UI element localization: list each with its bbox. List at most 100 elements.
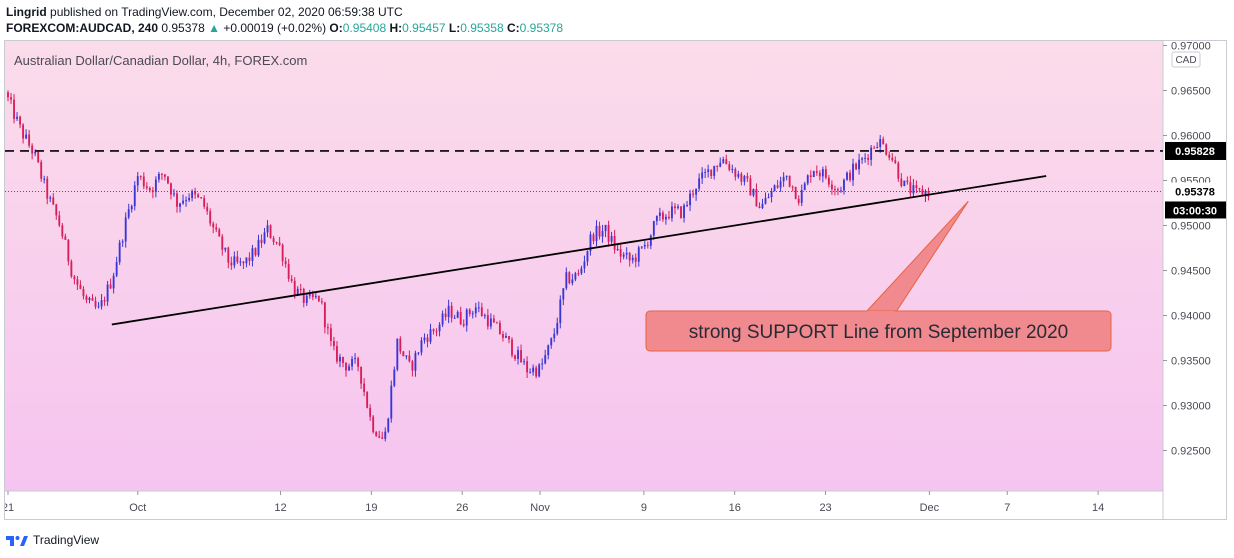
candle-down [577, 273, 580, 275]
candle-up [25, 134, 28, 139]
candle-down [888, 154, 891, 158]
tradingview-logo-icon[interactable] [6, 533, 28, 547]
candle-up [686, 205, 688, 207]
candle-down [320, 301, 323, 303]
candle-down [360, 366, 363, 384]
x-tick-label: 21 [5, 502, 14, 514]
currency-badge [1171, 51, 1201, 68]
candle-down [667, 216, 670, 219]
candle-down [495, 322, 498, 324]
candle-down [372, 416, 375, 433]
candle-up [414, 352, 417, 371]
candle-down [882, 139, 885, 145]
candle-down [837, 189, 839, 191]
x-tick-label: 26 [456, 502, 468, 514]
candle-down [212, 223, 215, 228]
candle-down [248, 257, 251, 261]
candle-down [236, 256, 239, 263]
candle-down [194, 191, 197, 195]
candle-up [474, 307, 477, 314]
candle-down [462, 324, 465, 326]
candle-down [486, 315, 489, 327]
candle-down [58, 215, 61, 226]
candle-down [242, 261, 245, 264]
y-tick-label: 0.97000 [1171, 41, 1211, 53]
candle-down [227, 247, 230, 263]
candle-up [698, 178, 701, 189]
candle-up [858, 159, 861, 170]
candle-down [891, 157, 894, 161]
candle-down [855, 163, 857, 170]
candle-down [827, 177, 830, 185]
candle-down [31, 145, 34, 154]
chart-frame[interactable]: Australian Dollar/Canadian Dollar, 4h, F… [4, 40, 1227, 520]
candle-down [311, 294, 314, 298]
candle-up [689, 193, 691, 206]
candle-down [408, 355, 411, 362]
candle-down [459, 311, 462, 325]
candle-up [541, 363, 544, 365]
candle-up [417, 352, 420, 354]
time-axis[interactable] [5, 491, 1163, 519]
candle-down [830, 184, 833, 190]
candle-down [272, 238, 275, 243]
candle-down [746, 176, 749, 179]
candle-up [683, 205, 685, 218]
price-axis[interactable] [1163, 41, 1226, 519]
candle-up [677, 206, 679, 209]
candle-down [921, 189, 924, 197]
candle-up [505, 336, 507, 338]
candle-up [701, 172, 704, 179]
candle-up [182, 200, 184, 204]
candle-up [489, 318, 492, 327]
candle-down [215, 227, 218, 230]
author-name[interactable]: Lingrid [6, 5, 47, 19]
candle-up [652, 221, 655, 236]
chart-header: Lingrid published on TradingView.com, De… [6, 4, 1226, 37]
candle-down [444, 313, 447, 318]
footer-brand[interactable]: TradingView [33, 533, 100, 547]
candle-up [876, 147, 879, 149]
candle-up [239, 261, 242, 263]
candle-up [118, 242, 121, 263]
publish-line: Lingrid published on TradingView.com, De… [6, 4, 1226, 20]
candle-down [290, 278, 293, 281]
candle-down [170, 183, 172, 195]
candle-up [97, 306, 100, 308]
candle-up [695, 188, 698, 195]
candle-down [82, 289, 85, 297]
candle-up [224, 247, 227, 250]
candle-down [94, 300, 97, 307]
candle-up [471, 313, 474, 315]
candle-up [803, 183, 806, 190]
candle-down [160, 173, 163, 175]
candle-down [61, 225, 64, 237]
candle-up [722, 159, 725, 163]
y-tick-label: 0.96500 [1171, 86, 1211, 98]
candle-down [378, 436, 381, 438]
candle-down [91, 297, 94, 301]
symbol-label[interactable]: FOREXCOM:AUDCAD, 240 [6, 21, 159, 35]
candle-down [333, 341, 335, 347]
candle-down [646, 244, 649, 246]
candle-up [852, 163, 854, 181]
candle-down [716, 165, 719, 167]
candle-down [323, 302, 326, 328]
candle-up [571, 279, 574, 284]
candle-up [263, 232, 266, 244]
candle-up [779, 181, 782, 188]
candle-down [619, 248, 622, 257]
candle-up [429, 329, 432, 342]
candle-down [139, 176, 142, 178]
candle-up [390, 385, 393, 419]
candlestick-chart[interactable]: Australian Dollar/Canadian Dollar, 4h, F… [5, 41, 1226, 519]
candle-up [556, 323, 559, 334]
x-tick-label: Nov [530, 502, 550, 514]
candle-down [514, 355, 516, 359]
candle-down [734, 168, 737, 177]
candle-down [317, 295, 320, 302]
candle-up [843, 179, 845, 191]
candle-up [477, 307, 480, 309]
candle-down [206, 206, 209, 212]
candle-down [85, 296, 88, 301]
